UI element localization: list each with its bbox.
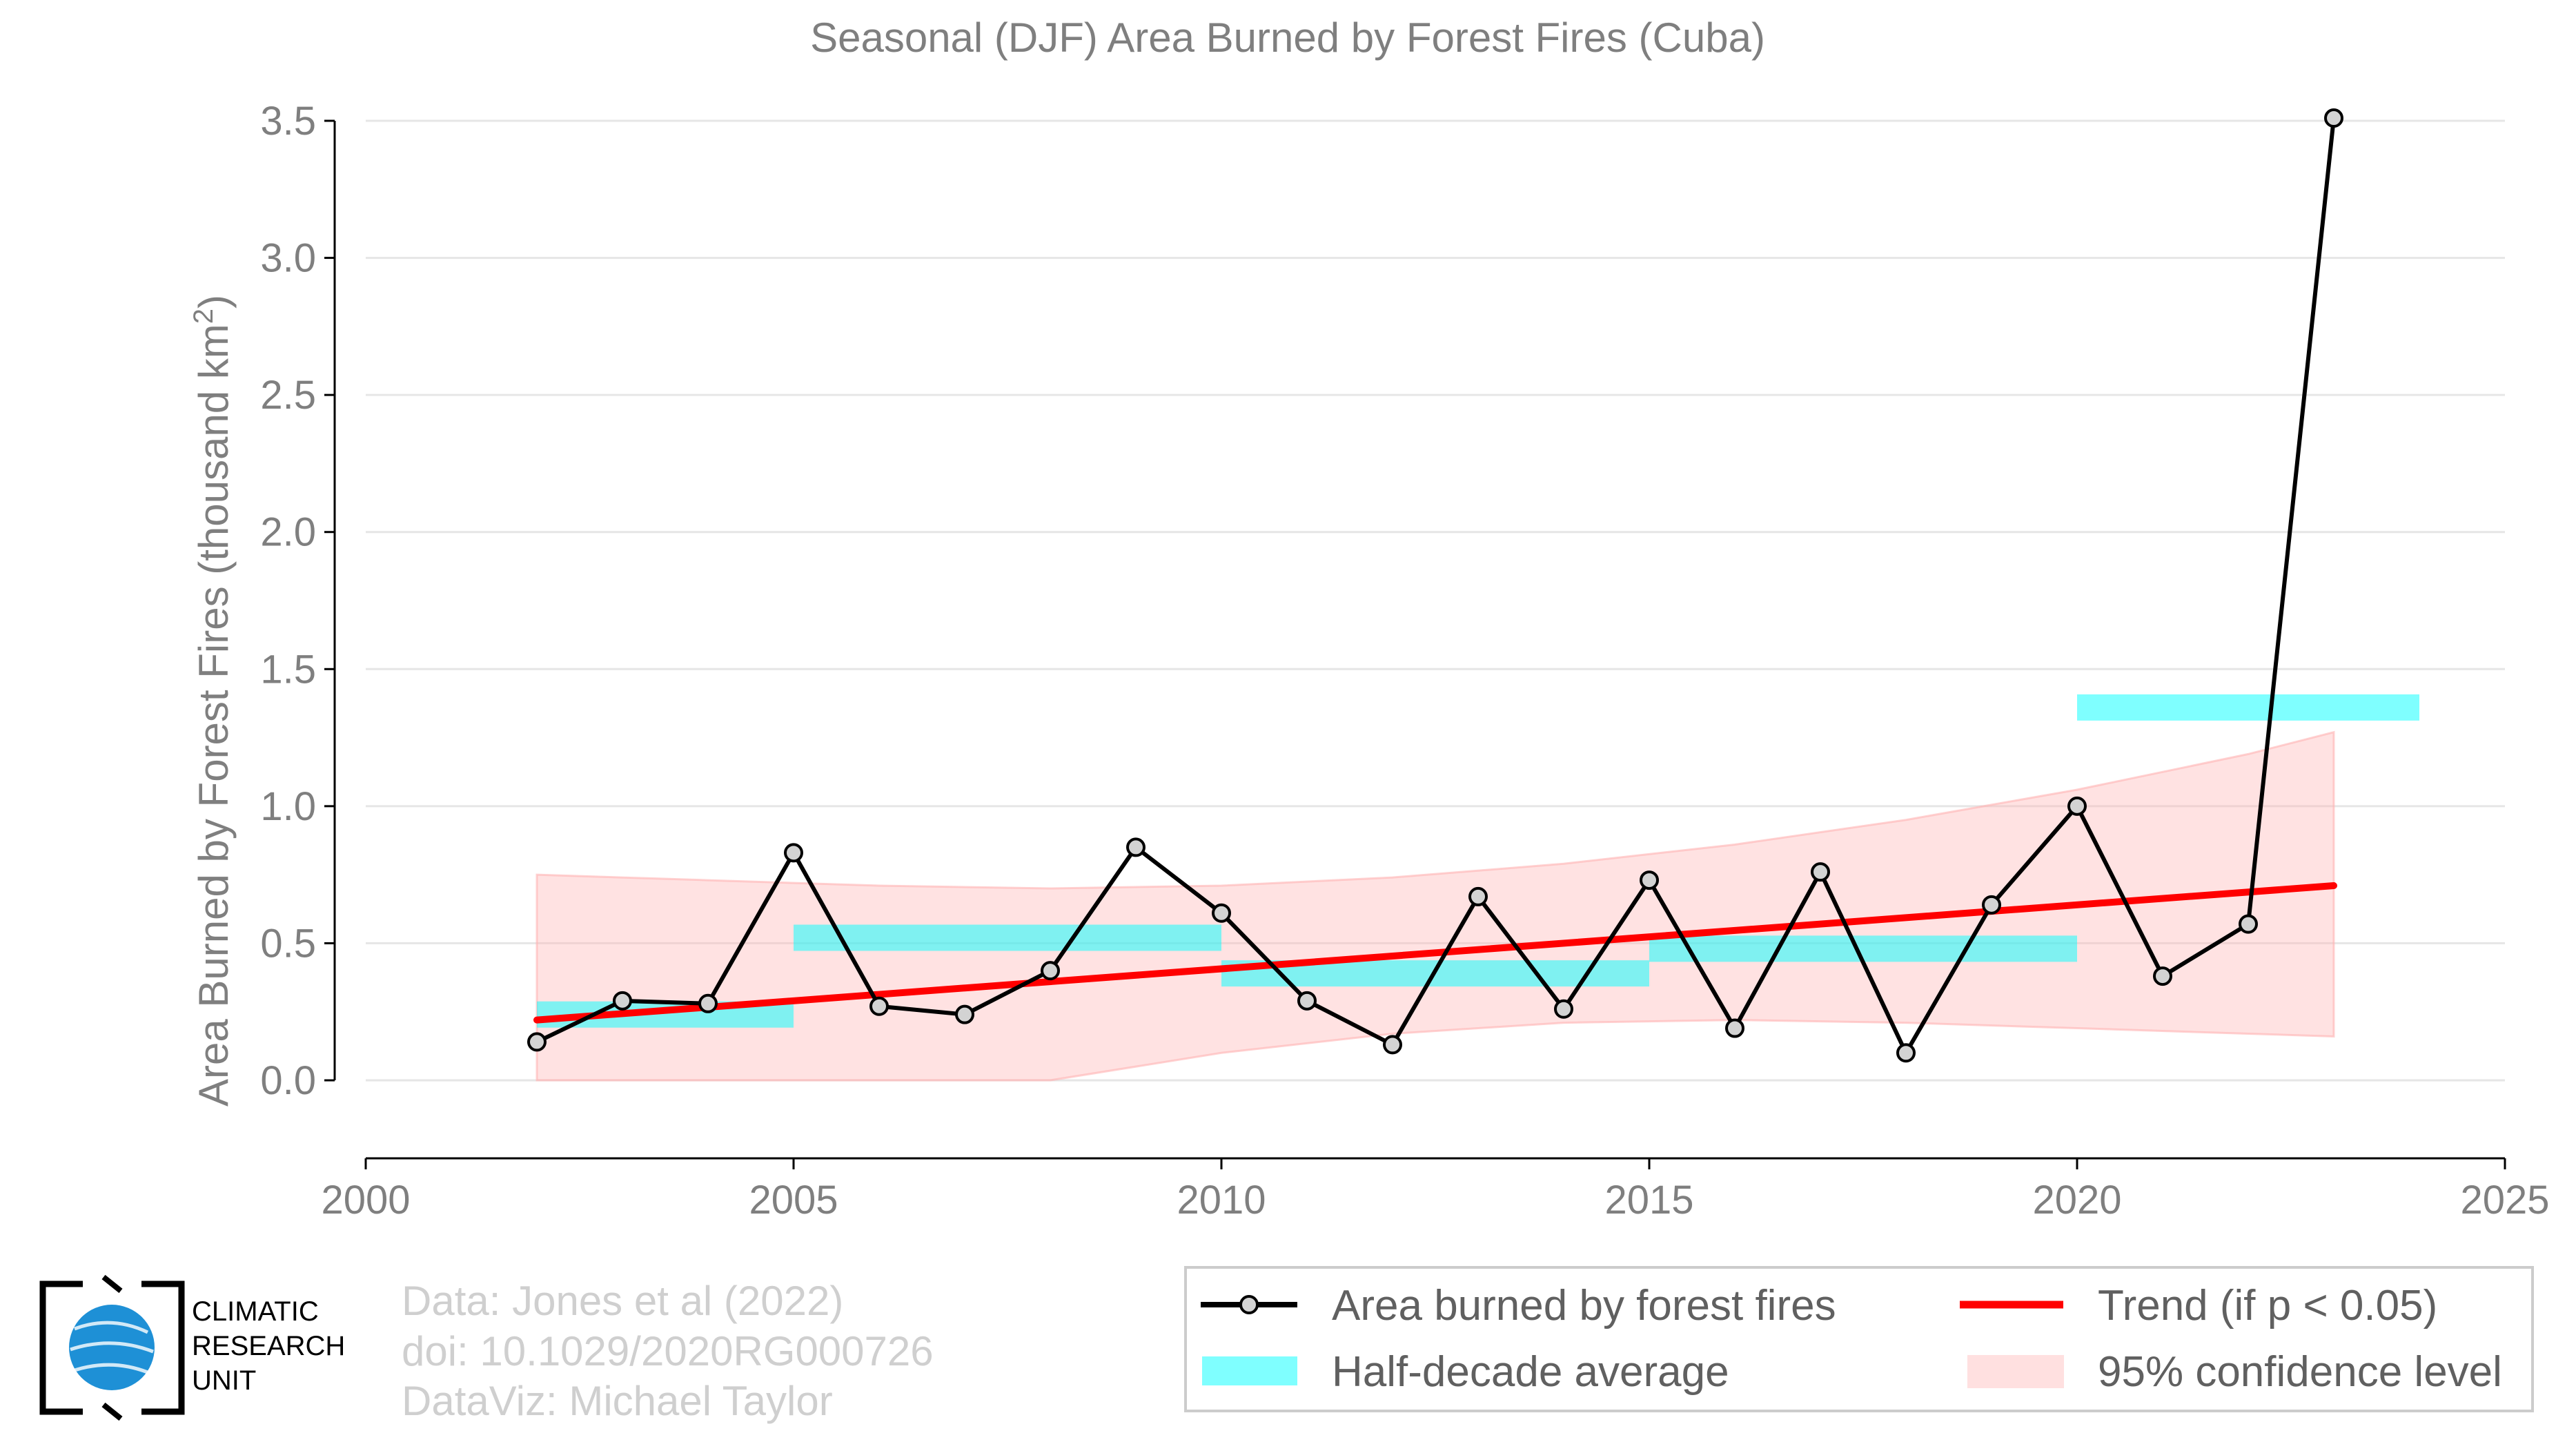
legend: Area burned by forest fires Trend (if p …: [1184, 1266, 2534, 1412]
data-point-2022: [2239, 914, 2258, 934]
x-tick-label-2: 2010: [1177, 1178, 1266, 1223]
y-tick-label-1: 0.5: [260, 921, 316, 966]
data-point-2010: [1212, 903, 1231, 923]
half-decade-bar-4: [2077, 694, 2419, 721]
y-tick-label-5: 2.5: [260, 373, 316, 418]
y-axis-label-main: Area Burned by Forest Fires (thousand km: [190, 324, 237, 1107]
data-point-2005: [784, 843, 803, 863]
confidence-band-area: [535, 730, 2335, 1082]
y-axis: 0.0 0.5 1.0 1.5 2.0 2.5 3.0 3.5: [260, 99, 336, 1103]
grid: [366, 119, 2505, 1082]
data-point-2014: [1554, 999, 1573, 1019]
data-point-2017: [1811, 862, 1830, 882]
data-point-2020: [2067, 796, 2087, 816]
logo-slash-top: [101, 1274, 123, 1294]
x-tick-label-0: 2000: [321, 1178, 410, 1223]
logo-text-line1: CLIMATIC: [192, 1296, 319, 1327]
data-point-2016: [1725, 1018, 1744, 1038]
data-point-2015: [1640, 870, 1659, 890]
y-tick-label-2: 1.0: [260, 784, 316, 829]
y-axis-label-close: ): [190, 295, 237, 309]
logo-frame-left: [39, 1280, 83, 1415]
legend-swatch-confidence: [1967, 1355, 2064, 1388]
data-point-2012: [1383, 1035, 1402, 1055]
y-axis-label-superscript: 2: [188, 309, 219, 324]
data-point-2019: [1982, 895, 2001, 915]
credit-line-1: Data: Jones et al (2022): [402, 1278, 843, 1324]
data-point-2008: [1041, 961, 1060, 981]
legend-label-confidence: 95% confidence level: [2098, 1348, 2502, 1396]
logo-slash-bottom: [101, 1402, 123, 1421]
half-decade-bar-3: [1649, 935, 2077, 962]
y-axis-label: Area Burned by Forest Fires (thousand km…: [188, 295, 237, 1107]
x-axis: 2000 2005 2010 2015 2020 2025: [321, 1157, 2550, 1223]
x-tick-label-5: 2025: [2460, 1178, 2549, 1223]
y-tick-label-0: 0.0: [260, 1058, 316, 1103]
trend-line-group: [533, 882, 2337, 1024]
series-group: [527, 108, 2343, 1063]
confidence-band: [535, 730, 2335, 1082]
data-point-2011: [1297, 991, 1317, 1011]
y-tick-label-6: 3.0: [260, 236, 316, 281]
logo-text-line2: RESEARCH: [192, 1331, 345, 1361]
x-tick-label-1: 2005: [749, 1178, 838, 1223]
data-point-2023: [2324, 108, 2343, 128]
data-point-2018: [1896, 1043, 1916, 1063]
logo-text-line3: UNIT: [192, 1365, 256, 1396]
legend-label-trend: Trend (if p < 0.05): [2098, 1282, 2437, 1330]
x-tick-label-4: 2020: [2032, 1178, 2121, 1223]
data-point-2004: [698, 993, 718, 1013]
data-point-2002: [527, 1032, 547, 1052]
credits: Data: Jones et al (2022) doi: 10.1029/20…: [402, 1278, 934, 1424]
half-decade-bar-1: [794, 924, 1221, 951]
data-point-2006: [869, 996, 889, 1016]
data-point-2021: [2153, 966, 2172, 986]
y-tick-label-7: 3.5: [260, 99, 316, 144]
legend-box: [1184, 1266, 2534, 1412]
series-line-0: [535, 117, 2336, 1055]
y-tick-label-3: 1.5: [260, 647, 316, 692]
trend-line: [533, 882, 2337, 1024]
chart-title: Seasonal (DJF) Area Burned by Forest Fir…: [810, 14, 1765, 61]
credit-line-3: DataViz: Michael Taylor: [402, 1378, 833, 1424]
logo-frame-right: [141, 1280, 185, 1415]
data-point-2009: [1126, 837, 1146, 857]
credit-line-2: doi: 10.1029/2020RG000726: [402, 1328, 934, 1374]
data-point-2007: [955, 1004, 974, 1024]
legend-label-half-decade: Half-decade average: [1332, 1348, 1729, 1396]
legend-label-area-burned: Area burned by forest fires: [1332, 1282, 1836, 1330]
data-point-2013: [1468, 886, 1488, 906]
cru-logo: CLIMATIC RESEARCH UNIT: [39, 1274, 345, 1421]
legend-swatch-area-burned-marker: [1239, 1295, 1259, 1314]
y-tick-label-4: 2.0: [260, 510, 316, 555]
x-tick-label-3: 2015: [1604, 1178, 1693, 1223]
legend-swatch-half-decade: [1202, 1356, 1297, 1385]
data-point-2003: [613, 991, 632, 1011]
